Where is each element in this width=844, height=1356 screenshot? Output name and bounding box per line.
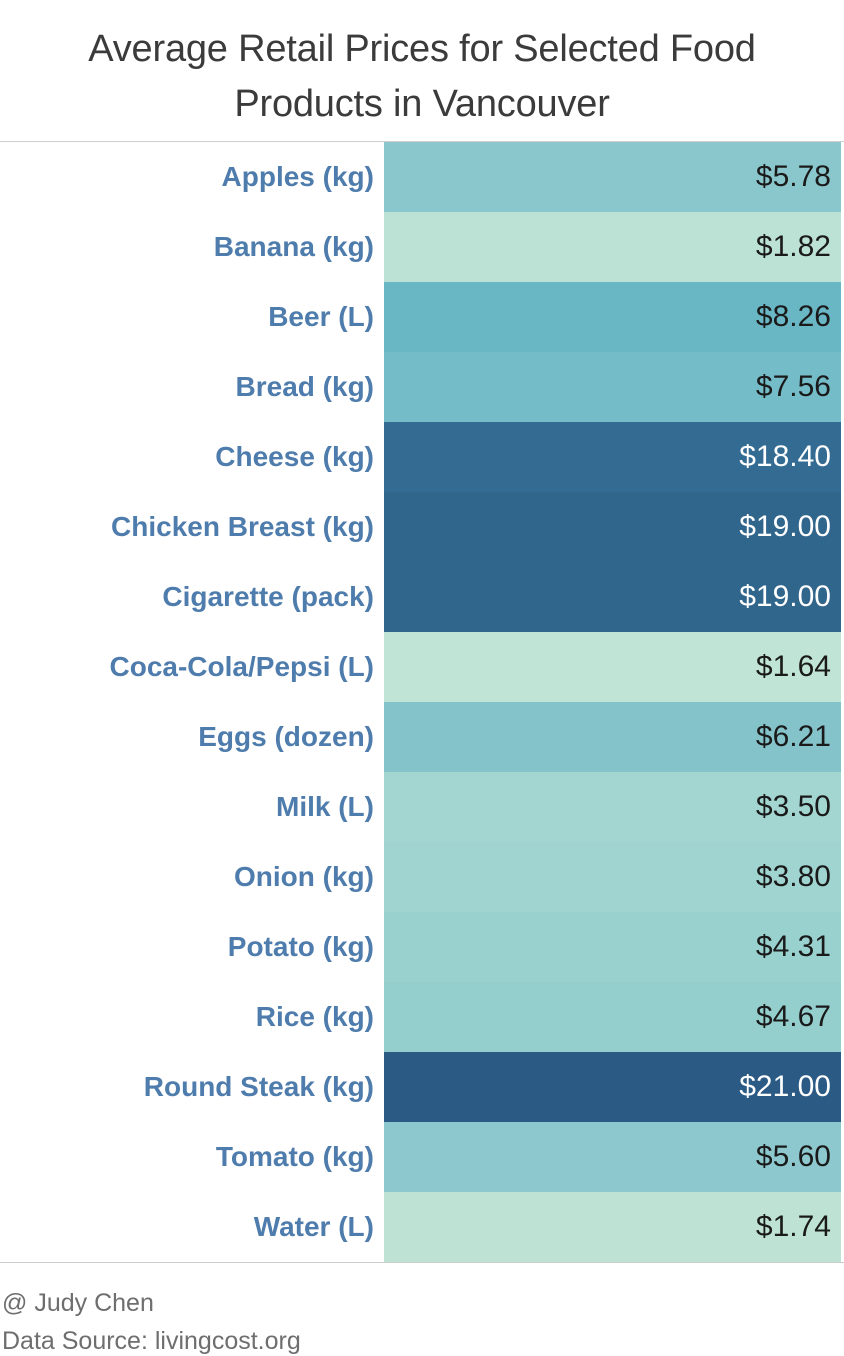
price-cell[interactable]: $18.40 [384,422,841,492]
price-cell[interactable]: $19.00 [384,562,841,632]
row-label: Water (L) [0,1192,384,1262]
chart-title: Average Retail Prices for Selected Food … [88,28,756,125]
table-row: Milk (L) $3.50 [0,772,841,842]
table-row: Eggs (dozen) $6.21 [0,702,841,772]
price-cell[interactable]: $3.80 [384,842,841,912]
table-row: Coca-Cola/Pepsi (L) $1.64 [0,632,841,702]
row-label: Cigarette (pack) [0,562,384,632]
table-row: Beer (L) $8.26 [0,282,841,352]
table-row: Bread (kg) $7.56 [0,352,841,422]
price-cell[interactable]: $8.26 [384,282,841,352]
table-row: Cigarette (pack) $19.00 [0,562,841,632]
row-label: Banana (kg) [0,212,384,282]
table-row: Onion (kg) $3.80 [0,842,841,912]
row-label: Rice (kg) [0,982,384,1052]
price-cell[interactable]: $19.00 [384,492,841,562]
price-cell[interactable]: $21.00 [384,1052,841,1122]
price-cell[interactable]: $7.56 [384,352,841,422]
table-row: Apples (kg) $5.78 [0,142,841,212]
price-cell[interactable]: $5.78 [384,142,841,212]
table-row: Potato (kg) $4.31 [0,912,841,982]
price-cell[interactable]: $1.82 [384,212,841,282]
row-label: Beer (L) [0,282,384,352]
row-label: Milk (L) [0,772,384,842]
table-row: Banana (kg) $1.82 [0,212,841,282]
table-row: Tomato (kg) $5.60 [0,1122,841,1192]
author-credit: @ Judy Chen [2,1289,154,1317]
table-row: Rice (kg) $4.67 [0,982,841,1052]
row-label: Onion (kg) [0,842,384,912]
row-label: Chicken Breast (kg) [0,492,384,562]
row-label: Apples (kg) [0,142,384,212]
row-label: Round Steak (kg) [0,1052,384,1122]
row-label: Potato (kg) [0,912,384,982]
price-cell[interactable]: $6.21 [384,702,841,772]
table-row: Cheese (kg) $18.40 [0,422,841,492]
price-cell[interactable]: $4.31 [384,912,841,982]
table-rows: Apples (kg) $5.78 Banana (kg) $1.82 Beer… [0,142,844,1262]
row-label: Cheese (kg) [0,422,384,492]
data-source: Data Source: livingcost.org [2,1327,301,1355]
table-row: Water (L) $1.74 [0,1192,841,1262]
row-label: Eggs (dozen) [0,702,384,772]
table-row: Round Steak (kg) $21.00 [0,1052,841,1122]
price-cell[interactable]: $1.64 [384,632,841,702]
price-cell[interactable]: $5.60 [384,1122,841,1192]
chart-footer: @ Judy Chen Data Source: livingcost.org [2,1284,301,1356]
table-row: Chicken Breast (kg) $19.00 [0,492,841,562]
row-label: Tomato (kg) [0,1122,384,1192]
price-cell[interactable]: $1.74 [384,1192,841,1262]
price-cell[interactable]: $3.50 [384,772,841,842]
row-label: Bread (kg) [0,352,384,422]
price-cell[interactable]: $4.67 [384,982,841,1052]
price-highlight-table: Apples (kg) $5.78 Banana (kg) $1.82 Beer… [0,141,844,1263]
row-label: Coca-Cola/Pepsi (L) [0,632,384,702]
